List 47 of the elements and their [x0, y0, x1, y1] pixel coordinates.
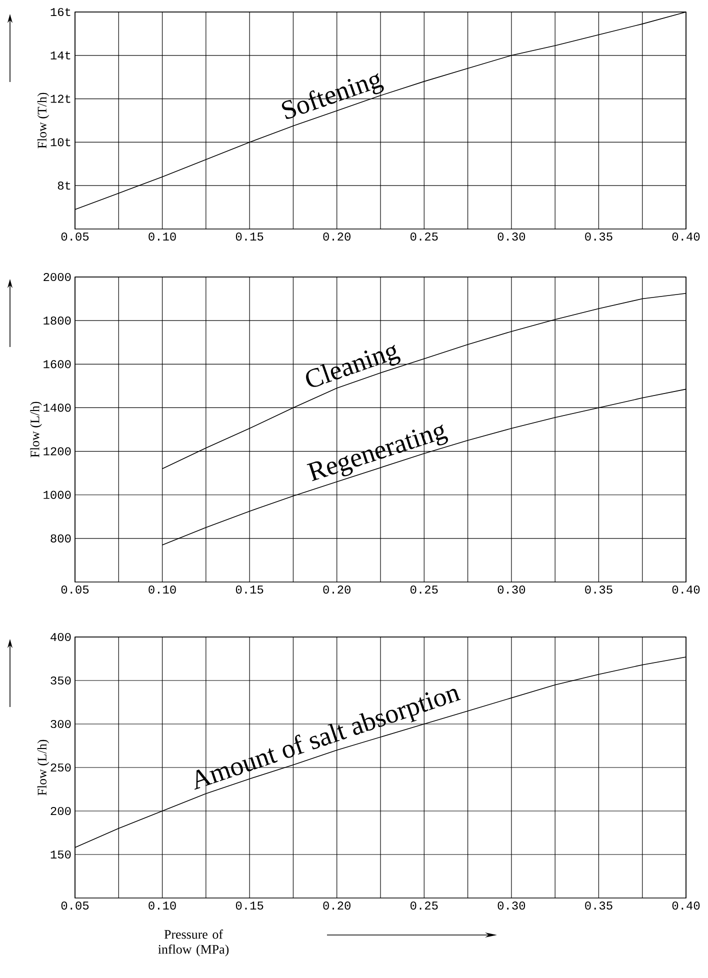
y-tick-label: 350 [50, 676, 71, 685]
x-tick-label: 0.15 [236, 586, 264, 594]
y-axis-title: Flow (L/h) [37, 740, 50, 796]
x-tick-label: 0.20 [323, 902, 350, 910]
x-tick-label: 0.25 [410, 232, 438, 241]
y-tick-label: 16t [50, 8, 70, 16]
x-tick-label: 0.30 [498, 586, 526, 594]
x-tick-label: 0.10 [148, 232, 176, 241]
x-tick-label: 0.30 [498, 232, 526, 241]
y-tick-label: 14t [50, 51, 70, 60]
y-tick-label: 1800 [44, 316, 71, 325]
y-tick-label: 200 [50, 806, 71, 816]
x-tick-label: 0.05 [61, 232, 89, 241]
x-tick-label: 0.05 [61, 586, 89, 594]
x-tick-label: 0.40 [672, 232, 700, 241]
y-tick-label: 1000 [44, 490, 71, 499]
x-axis-title: Pressure of inflow (MPa) [158, 930, 229, 956]
x-tick-label: 0.10 [148, 586, 176, 594]
x-tick-label: 0.15 [236, 232, 264, 241]
y-tick-label: 2000 [44, 272, 71, 282]
x-tick-label: 0.35 [585, 586, 612, 594]
x-tick-label: 0.25 [410, 586, 438, 594]
x-tick-label: 0.35 [585, 232, 612, 241]
x-tick-label: 0.05 [61, 902, 89, 910]
y-axis-title: Flow (T/h) [37, 92, 50, 148]
y-tick-label: 400 [50, 632, 71, 642]
y-axis-title: Flow (L/h) [30, 402, 42, 458]
x-tick-label: 0.20 [323, 586, 350, 594]
x-tick-label: 0.30 [498, 902, 526, 910]
y-tick-label: 300 [50, 720, 71, 728]
y-tick-label: 8t [58, 182, 70, 190]
y-tick-label: 800 [50, 534, 71, 542]
x-tick-label: 0.40 [672, 586, 700, 594]
y-tick-label: 150 [50, 850, 71, 859]
x-tick-label: 0.25 [410, 902, 438, 910]
x-tick-label: 0.20 [323, 232, 350, 241]
x-tick-label: 0.15 [236, 902, 264, 910]
y-tick-label: 250 [50, 763, 71, 772]
x-tick-label: 0.10 [148, 902, 176, 910]
y-tick-label: 1200 [44, 447, 71, 456]
y-tick-label: 1600 [44, 360, 71, 368]
y-tick-label: 1400 [44, 404, 71, 412]
text: Cleaning [306, 344, 400, 387]
x-tick-label: 0.35 [585, 902, 612, 910]
y-tick-label: 10t [50, 138, 70, 146]
x-tick-label: 0.40 [672, 902, 700, 910]
y-tick-label: 12t [50, 94, 70, 103]
